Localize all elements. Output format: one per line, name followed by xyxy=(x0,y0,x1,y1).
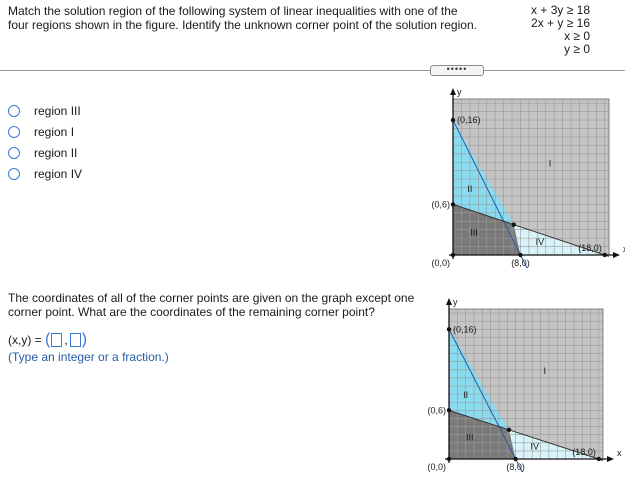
corner-point-dot xyxy=(450,202,456,207)
radio-button[interactable] xyxy=(8,104,20,117)
point-label-8-0: (8,0) xyxy=(506,462,525,472)
radio-button[interactable] xyxy=(8,146,20,159)
region-graph-bottom: y x (0,16) (0,6) (0,0) (8,0) (18,0) I II III IV xyxy=(420,294,625,484)
inequality-1: x + 3y ≥ 18 xyxy=(531,3,590,17)
region-label-i: I xyxy=(549,158,552,168)
answer-row: (x,y) = (,) xyxy=(8,331,88,348)
region-label-iii: III xyxy=(466,432,474,442)
point-label-18-0: (18,0) xyxy=(578,243,602,253)
answer-hint: (Type an integer or a fraction.) xyxy=(8,350,169,364)
corner-point-dot xyxy=(513,456,518,462)
x-axis-arrow xyxy=(613,252,620,258)
corner-point-dot xyxy=(518,252,523,258)
region-options: region III region I region II region IV xyxy=(8,100,82,184)
y-axis-arrow xyxy=(450,88,456,95)
point-label-18-0: (18,0) xyxy=(572,447,596,457)
y-axis-label: y xyxy=(457,88,462,97)
radio-button[interactable] xyxy=(8,125,20,138)
corner-point-dot xyxy=(446,408,452,413)
question-prompt: Match the solution region of the followi… xyxy=(8,4,477,32)
answer-x-input[interactable] xyxy=(51,333,63,347)
region-label-iii: III xyxy=(470,228,478,238)
region-label-ii: II xyxy=(467,184,472,194)
corner-point-question: The coordinates of all of the corner poi… xyxy=(8,291,415,319)
section-divider xyxy=(0,70,625,71)
corner-point-dot xyxy=(446,456,452,462)
region-label-iv: IV xyxy=(536,237,545,247)
region-label-ii: II xyxy=(463,390,468,400)
close-paren: ) xyxy=(81,331,88,348)
option-label: region III xyxy=(34,103,81,118)
region-ii-area xyxy=(453,120,514,225)
region-label-i: I xyxy=(543,366,546,376)
y-axis-label: y xyxy=(453,297,458,307)
open-paren: ( xyxy=(45,331,51,348)
region-label-iv: IV xyxy=(530,441,539,451)
answer-y-input[interactable] xyxy=(69,333,81,347)
point-label-0-6: (0,6) xyxy=(427,405,446,415)
point-label-8-0: (8,0) xyxy=(511,258,530,268)
option-region-ii[interactable]: region II xyxy=(8,142,82,163)
corner-point-dot xyxy=(446,327,452,332)
answer-prefix: (x,y) = xyxy=(8,333,42,347)
expand-button[interactable]: ••••• xyxy=(430,65,484,76)
point-label-0-6: (0,6) xyxy=(431,199,450,209)
option-label: region II xyxy=(34,145,78,160)
option-region-iii[interactable]: region III xyxy=(8,100,82,121)
inequality-system: x + 3y ≥ 18 2x + y ≥ 16 x ≥ 0 y ≥ 0 xyxy=(510,4,590,56)
inequality-4: y ≥ 0 xyxy=(564,42,590,56)
corner-point-dot xyxy=(511,222,516,227)
corner-point-dot xyxy=(450,252,456,258)
corner-point-dot xyxy=(602,252,607,258)
comma: , xyxy=(64,333,68,347)
point-label-0-16: (0,16) xyxy=(457,115,481,125)
point-label-0-0: (0,0) xyxy=(427,462,446,472)
corner-point-dot xyxy=(506,427,512,433)
line-x-plus-3y xyxy=(452,203,610,257)
radio-button[interactable] xyxy=(8,167,20,180)
x-axis-label: x xyxy=(623,244,625,254)
option-label: region IV xyxy=(34,166,83,181)
line-x-plus-3y xyxy=(448,409,604,461)
y-axis-arrow xyxy=(446,298,452,305)
option-region-i[interactable]: region I xyxy=(8,121,82,142)
line-2x-plus-y xyxy=(448,329,523,473)
x-axis-arrow xyxy=(607,456,614,462)
point-label-0-16: (0,16) xyxy=(453,324,477,334)
line-2x-plus-y xyxy=(452,119,528,268)
point-label-0-0: (0,0) xyxy=(431,258,450,268)
corner-point-dot xyxy=(596,456,602,462)
x-axis-label: x xyxy=(617,448,622,458)
option-region-iv[interactable]: region IV xyxy=(8,163,82,184)
corner-point-dot xyxy=(450,117,456,123)
inequality-2: 2x + y ≥ 16 xyxy=(531,16,590,30)
inequality-3: x ≥ 0 xyxy=(564,29,590,43)
option-label: region I xyxy=(34,124,75,139)
